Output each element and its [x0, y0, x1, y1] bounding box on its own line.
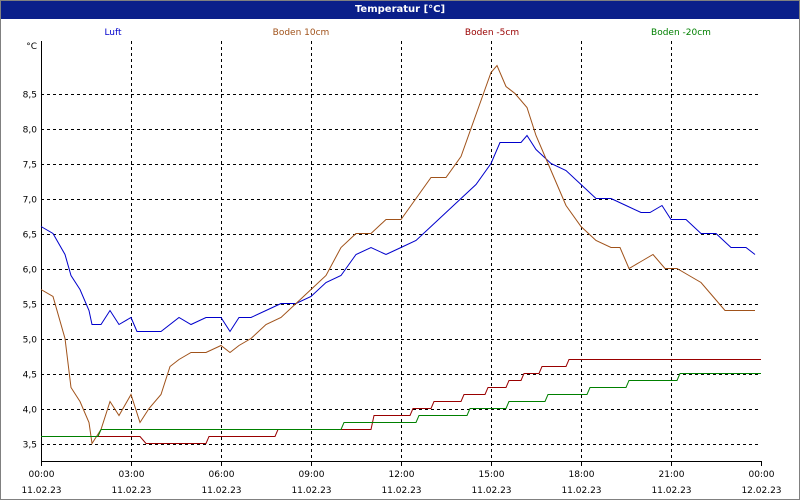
x-tick-date-label: 11.02.23	[291, 486, 331, 496]
x-tick-time-label: 15:00	[479, 470, 505, 480]
grid-lines	[41, 41, 761, 461]
y-tick-label: 8,0	[23, 126, 38, 136]
legend-entry-3: Boden -20cm	[651, 28, 711, 38]
series-line-1	[40, 64, 755, 445]
x-tick-time-label: 21:00	[659, 470, 685, 480]
x-tick-date-label: 11.02.23	[471, 486, 511, 496]
x-tick-date-label: 11.02.23	[21, 486, 61, 496]
y-tick-label: 4,0	[23, 406, 38, 416]
y-tick-label: 5,0	[23, 336, 38, 346]
y-tick-label: 7,0	[23, 196, 38, 206]
series-lines	[40, 64, 761, 445]
y-tick-label: 3,5	[23, 441, 37, 451]
legend: Luft Boden 10cm Boden -5cm Boden -20cm	[104, 28, 711, 38]
x-tick-time-label: 00:00	[29, 470, 55, 480]
x-tick-time-label: 00:00	[749, 470, 775, 480]
y-tick-label: 6,5	[23, 231, 37, 241]
x-tick-date-label: 11.02.23	[651, 486, 691, 496]
series-line-0	[40, 134, 756, 333]
x-tick-date-label: 11.02.23	[381, 486, 421, 496]
x-tick-time-label: 03:00	[119, 470, 145, 480]
tick-labels: 3,5 4,0 4,5 5,0 5,5 6,0 6,5 7,0 7,5 8,0 8,5 00:00 11…	[21, 91, 781, 497]
y-tick-label: 6,0	[23, 266, 38, 276]
x-tick-date-label: 12.02.23	[741, 486, 781, 496]
y-tick-label: 8,5	[23, 91, 37, 101]
x-tick-time-label: 06:00	[209, 470, 235, 480]
x-tick-time-label: 18:00	[569, 470, 595, 480]
chart-title: Temperatur [°C]	[1, 1, 799, 19]
axes	[41, 41, 762, 466]
x-tick-date-label: 11.02.23	[201, 486, 241, 496]
x-tick-time-label: 12:00	[389, 470, 415, 480]
series-line-2	[41, 359, 761, 444]
x-tick-time-label: 09:00	[299, 470, 325, 480]
x-tick-date-label: 11.02.23	[111, 486, 151, 496]
y-axis-unit-label: °C	[26, 42, 37, 52]
y-tick-label: 4,5	[23, 371, 37, 381]
series-line-3	[41, 373, 761, 437]
y-tick-label: 5,5	[23, 301, 37, 311]
x-tick-date-label: 11.02.23	[561, 486, 601, 496]
legend-entry-2: Boden -5cm	[465, 28, 519, 38]
legend-entry-0: Luft	[104, 28, 122, 38]
y-tick-label: 7,5	[23, 161, 37, 171]
legend-entry-1: Boden 10cm	[273, 28, 330, 38]
